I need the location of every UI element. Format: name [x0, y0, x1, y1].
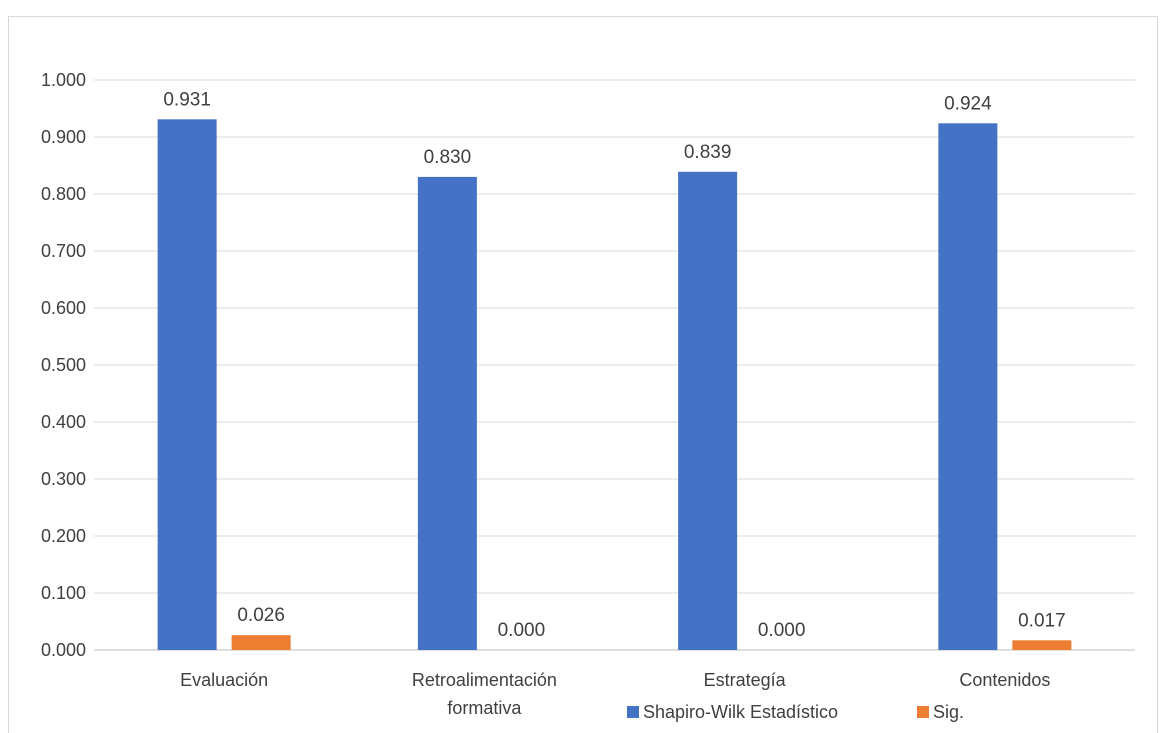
category-label: Contenidos	[959, 670, 1050, 690]
data-label: 0.000	[498, 620, 546, 641]
legend-swatch-shapiro-wilk	[627, 706, 639, 718]
data-label: 0.924	[944, 93, 992, 114]
y-tick-label: 0.100	[41, 583, 86, 603]
bar-sig	[1012, 640, 1072, 650]
category-label: Estrategía	[704, 670, 787, 690]
legend-label: Shapiro-Wilk Estadístico	[643, 702, 838, 722]
data-label: 0.830	[424, 147, 472, 168]
y-tick-label: 0.600	[41, 298, 86, 318]
category-label: formativa	[447, 698, 522, 718]
y-tick-label: 0.900	[41, 127, 86, 147]
y-tick-label: 0.300	[41, 469, 86, 489]
y-tick-label: 0.400	[41, 412, 86, 432]
y-tick-label: 0.800	[41, 184, 86, 204]
category-label: Evaluación	[180, 670, 268, 690]
data-label: 0.000	[758, 620, 806, 641]
data-label: 0.017	[1018, 610, 1066, 631]
chart-frame	[8, 16, 1158, 733]
y-tick-label: 0.500	[41, 355, 86, 375]
data-label: 0.026	[237, 605, 285, 626]
bar-shapiro-wilk	[417, 176, 477, 650]
y-tick-label: 1.000	[41, 70, 86, 90]
y-tick-label: 0.000	[41, 640, 86, 660]
bar-shapiro-wilk	[938, 123, 998, 650]
bar-shapiro-wilk	[157, 119, 217, 650]
data-label: 0.931	[163, 89, 211, 110]
y-tick-label: 0.200	[41, 526, 86, 546]
legend-swatch-sig	[917, 706, 929, 718]
category-label: Retroalimentación	[412, 670, 557, 690]
legend-label: Sig.	[933, 702, 964, 722]
bar-shapiro-wilk	[678, 171, 738, 650]
y-tick-label: 0.700	[41, 241, 86, 261]
data-label: 0.839	[684, 142, 732, 163]
bar-sig	[231, 635, 291, 650]
